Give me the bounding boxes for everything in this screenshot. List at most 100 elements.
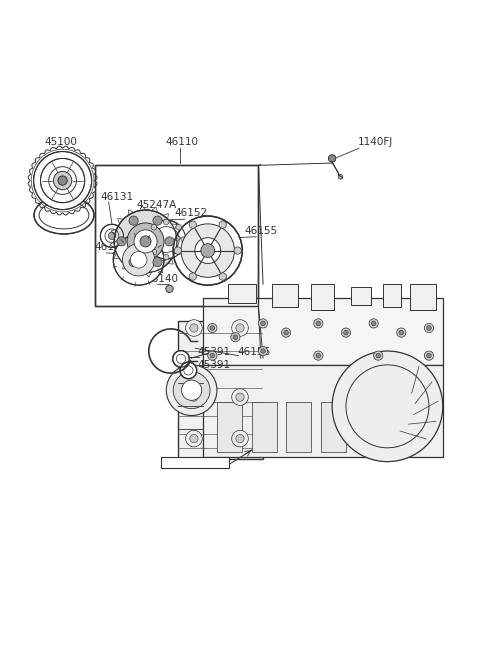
Circle shape (181, 380, 202, 400)
Circle shape (281, 328, 291, 337)
Circle shape (113, 234, 164, 285)
Circle shape (129, 216, 138, 225)
Text: 46156: 46156 (238, 346, 271, 357)
Circle shape (117, 237, 126, 246)
Circle shape (208, 323, 217, 333)
Text: 46111A: 46111A (95, 242, 135, 252)
Circle shape (34, 152, 92, 209)
Circle shape (427, 354, 431, 358)
Circle shape (258, 346, 268, 356)
Circle shape (134, 230, 157, 253)
Circle shape (181, 224, 234, 277)
Circle shape (108, 232, 116, 239)
Circle shape (181, 237, 187, 242)
Circle shape (173, 372, 210, 409)
Circle shape (173, 350, 189, 367)
Circle shape (176, 224, 181, 230)
Circle shape (190, 434, 198, 443)
Circle shape (284, 331, 288, 335)
Text: 46155: 46155 (245, 226, 278, 236)
Bar (95, 165, 258, 306)
Circle shape (261, 321, 265, 325)
Circle shape (153, 216, 162, 225)
Text: 46152: 46152 (175, 209, 208, 218)
Text: 45391: 45391 (198, 346, 231, 357)
Circle shape (338, 174, 343, 179)
Circle shape (140, 236, 151, 247)
Circle shape (219, 221, 227, 228)
Text: 46110: 46110 (165, 137, 198, 148)
Circle shape (261, 349, 265, 354)
Bar (178, 321, 263, 459)
Bar (203, 298, 443, 365)
Bar (228, 284, 256, 302)
Circle shape (146, 237, 152, 242)
Circle shape (424, 351, 433, 360)
Circle shape (236, 434, 244, 443)
Circle shape (231, 333, 240, 342)
Circle shape (147, 220, 186, 259)
Circle shape (186, 430, 202, 447)
Circle shape (396, 328, 406, 337)
Circle shape (208, 351, 217, 360)
Circle shape (40, 159, 84, 203)
Polygon shape (28, 146, 97, 215)
Circle shape (376, 354, 381, 358)
Circle shape (122, 243, 155, 276)
Bar (272, 284, 298, 307)
Circle shape (166, 365, 217, 415)
Bar (321, 401, 346, 453)
Circle shape (186, 319, 202, 337)
Circle shape (314, 351, 323, 360)
Circle shape (189, 273, 196, 280)
Circle shape (180, 362, 197, 379)
Circle shape (127, 223, 164, 260)
Text: 45391: 45391 (198, 360, 231, 371)
Circle shape (190, 393, 198, 401)
Circle shape (129, 258, 138, 267)
Bar (203, 365, 443, 457)
Circle shape (166, 285, 173, 293)
Text: 45100: 45100 (44, 137, 77, 148)
Circle shape (151, 224, 156, 230)
Circle shape (328, 155, 336, 162)
Bar (312, 284, 335, 310)
Bar (350, 287, 372, 305)
Circle shape (114, 210, 177, 273)
Bar (252, 401, 277, 453)
Circle shape (58, 176, 67, 185)
Circle shape (131, 251, 147, 268)
Circle shape (232, 430, 248, 447)
Circle shape (210, 354, 215, 358)
Circle shape (164, 255, 169, 260)
Circle shape (190, 324, 198, 332)
Circle shape (314, 319, 323, 328)
Circle shape (236, 324, 244, 332)
Circle shape (210, 325, 215, 331)
Bar (383, 284, 401, 307)
Text: 45247A: 45247A (136, 201, 177, 211)
Circle shape (258, 319, 268, 328)
Circle shape (151, 249, 156, 255)
Circle shape (427, 325, 431, 331)
Circle shape (201, 243, 215, 258)
Circle shape (369, 319, 378, 328)
Text: 1140FJ: 1140FJ (358, 137, 393, 148)
Circle shape (100, 224, 123, 247)
Circle shape (219, 273, 227, 280)
Bar (161, 457, 229, 468)
Circle shape (164, 219, 169, 225)
Circle shape (53, 171, 72, 190)
Circle shape (234, 247, 241, 255)
Ellipse shape (34, 196, 94, 234)
Circle shape (236, 393, 244, 401)
Circle shape (195, 237, 221, 264)
Circle shape (372, 321, 376, 325)
Circle shape (176, 249, 181, 255)
Text: REF.43-450: REF.43-450 (170, 457, 224, 468)
Circle shape (399, 331, 404, 335)
Circle shape (341, 328, 350, 337)
Circle shape (424, 323, 433, 333)
Circle shape (233, 335, 238, 340)
Bar (95, 165, 258, 306)
